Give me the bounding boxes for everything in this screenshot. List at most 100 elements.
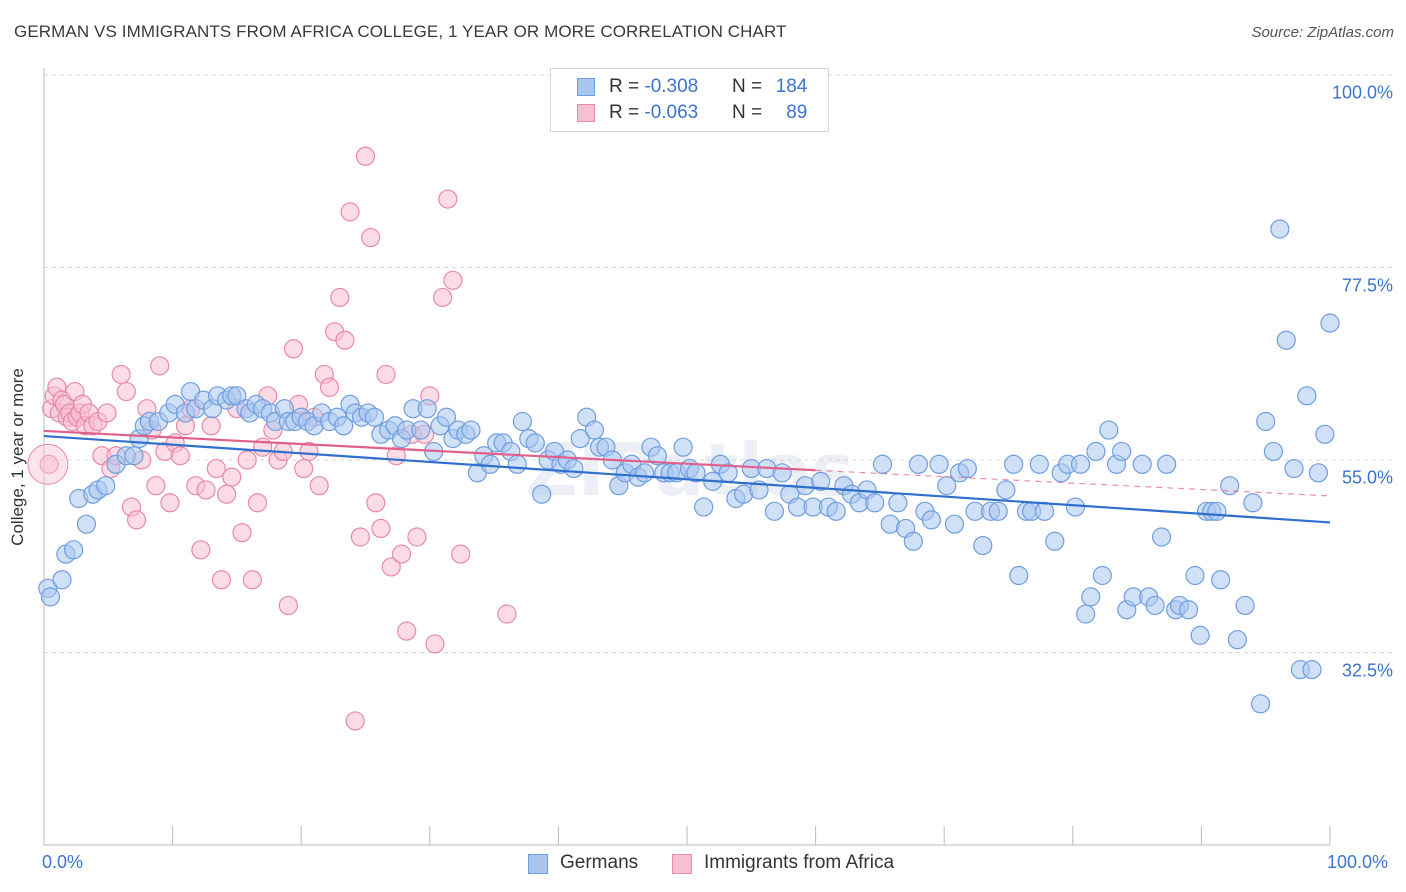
africa-point — [361, 227, 381, 248]
german-point — [1081, 587, 1101, 607]
africa-point — [391, 544, 412, 564]
africa-point — [381, 557, 401, 577]
correlation-legend: R = -0.308 N = 184 R = -0.063 N = 89 — [550, 68, 829, 132]
german-point — [76, 514, 97, 534]
german-point — [124, 446, 144, 466]
africa-point — [196, 480, 216, 500]
german-point — [1220, 476, 1240, 496]
legend-n-value: 89 — [786, 102, 808, 123]
legend-n-value: 184 — [775, 76, 808, 97]
german-point — [1207, 501, 1227, 521]
series-legend: Germans Immigrants from Africa — [0, 852, 1406, 878]
german-point — [461, 420, 481, 440]
german-point — [1157, 454, 1177, 474]
german-point — [694, 497, 714, 517]
y-tick-label: 77.5% — [1341, 275, 1393, 295]
africa-point — [340, 202, 360, 222]
german-point — [480, 454, 500, 474]
german-point — [973, 535, 993, 556]
africa-point — [247, 493, 268, 513]
german-point — [1250, 694, 1271, 714]
german-point — [957, 458, 977, 479]
africa-point — [211, 570, 232, 590]
german-point — [1276, 330, 1296, 350]
german-point — [1256, 411, 1276, 432]
africa-point — [126, 510, 147, 530]
y-tick-label: 55.0% — [1341, 467, 1393, 488]
german-point — [570, 429, 590, 449]
africa-point — [345, 711, 365, 731]
africa-point — [160, 493, 180, 513]
german-point — [1227, 630, 1248, 650]
gridlines — [44, 74, 1393, 653]
german-point — [772, 463, 792, 483]
africa-point — [355, 146, 376, 166]
africa-point — [27, 443, 69, 485]
germans-trend-line — [43, 434, 1331, 524]
africa-point — [350, 527, 370, 547]
y-tick-label: 100.0% — [1331, 82, 1393, 103]
africa-point — [397, 621, 417, 641]
german-point — [1185, 565, 1205, 586]
german-point — [1235, 595, 1255, 616]
german-point — [417, 399, 437, 419]
german-point — [988, 501, 1008, 521]
german-point — [865, 493, 885, 513]
german-point — [1045, 531, 1065, 551]
legend-r-label: R = — [609, 76, 645, 97]
german-point — [929, 454, 949, 474]
german-point — [1315, 424, 1335, 444]
africa-point — [237, 450, 257, 470]
german-point — [525, 433, 545, 453]
africa-point — [39, 454, 59, 474]
german-point — [811, 471, 831, 491]
africa-point — [232, 523, 252, 543]
africa-point — [283, 339, 304, 359]
german-point — [1151, 527, 1172, 547]
german-point — [532, 484, 552, 504]
german-point — [52, 570, 72, 590]
africa-point — [335, 330, 355, 350]
africa-point — [371, 518, 391, 539]
africa-point — [376, 364, 396, 385]
africa-point — [111, 364, 131, 385]
german-point — [1284, 458, 1304, 479]
africa-point — [497, 604, 517, 624]
legend-n-label: N = — [732, 76, 768, 97]
german-point — [826, 501, 846, 521]
legend-swatch-blue — [577, 78, 595, 96]
africa-point — [443, 270, 463, 290]
legend-r-value: -0.063 — [644, 102, 699, 123]
german-point — [96, 476, 116, 496]
german-point — [364, 407, 385, 427]
africa-point — [242, 570, 262, 590]
german-point — [647, 446, 668, 466]
german-point — [996, 480, 1016, 500]
german-point — [584, 420, 605, 440]
legend-label-germans: Germans — [560, 852, 639, 873]
africa-trend-line — [43, 429, 816, 472]
africa-trend-extension — [815, 469, 1331, 497]
legend-swatch-pink — [577, 104, 595, 122]
german-point — [1029, 454, 1049, 474]
german-point — [507, 454, 527, 474]
africa-point — [407, 527, 427, 547]
series-africa-points — [27, 146, 517, 731]
german-point — [1092, 565, 1112, 586]
german-point — [1190, 625, 1210, 645]
german-point — [63, 540, 84, 560]
german-point — [1009, 565, 1029, 586]
german-point — [944, 514, 965, 534]
africa-point — [433, 287, 453, 308]
german-point — [921, 510, 941, 530]
legend-swatch-blue — [528, 854, 548, 874]
german-point — [1320, 313, 1340, 333]
german-point — [872, 454, 893, 474]
africa-point — [191, 540, 211, 560]
africa-point — [438, 189, 458, 209]
y-tick-label: 32.5% — [1341, 660, 1393, 680]
german-point — [1263, 441, 1284, 462]
german-point — [334, 416, 354, 436]
german-point — [673, 437, 693, 457]
